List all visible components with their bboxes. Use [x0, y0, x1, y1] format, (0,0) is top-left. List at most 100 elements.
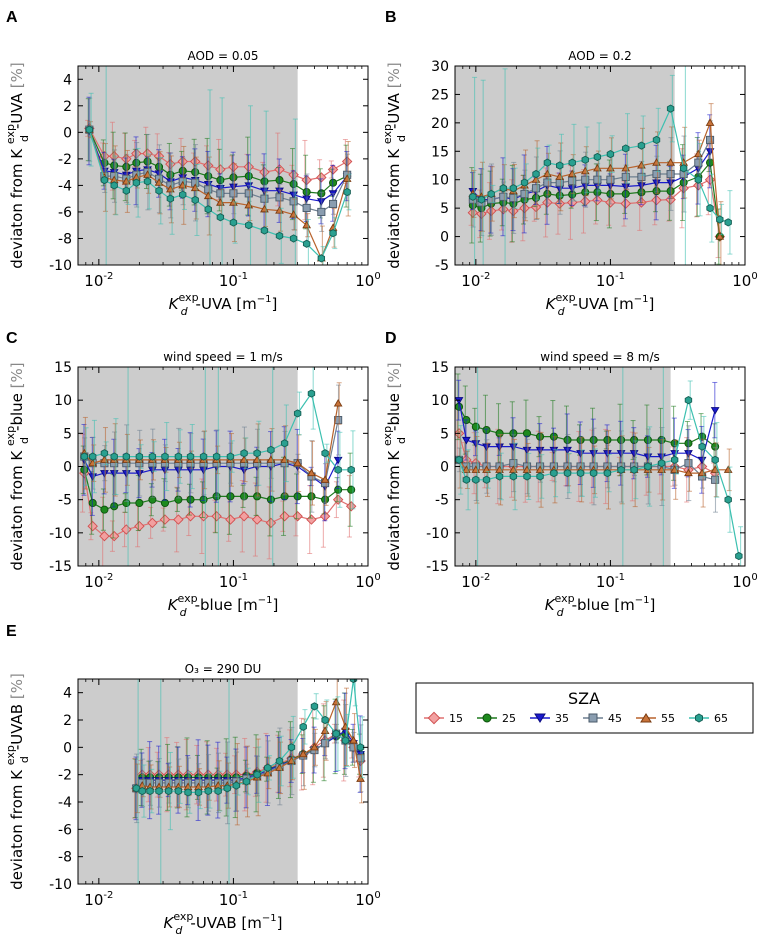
x-tick-label: 10-1 [219, 271, 248, 290]
data-point-hexagon [321, 449, 329, 458]
y-tick-label: -5 [435, 493, 449, 509]
data-point-triangle-up [715, 232, 725, 240]
x-axis-label: Kexp d -blue [m−1] [168, 592, 279, 619]
series-area [84, 66, 353, 265]
legend-label: 55 [661, 712, 675, 725]
data-point-hexagon [110, 452, 118, 461]
data-point-triangle-up [298, 749, 308, 758]
y-tick-label: -2 [58, 152, 72, 168]
data-point-hexagon [472, 475, 480, 484]
data-point-square [229, 189, 238, 198]
legend-title: SZA [568, 689, 600, 708]
data-point-hexagon [698, 442, 706, 451]
data-point-hexagon [155, 186, 163, 195]
x-axis-label: Kexp d -UVA [m−1] [169, 291, 278, 318]
data-point-square [621, 172, 630, 181]
y-tick-label: 10 [431, 393, 449, 409]
y-tick-label: 2 [63, 713, 72, 729]
data-point-circle [347, 485, 356, 494]
data-point-hexagon [100, 175, 109, 185]
data-point-hexagon [148, 452, 157, 461]
data-point-hexagon [334, 465, 342, 474]
y-tick-label: 0 [63, 460, 72, 476]
data-point-hexagon [581, 155, 589, 164]
data-point-hexagon [155, 786, 163, 796]
y-tick-label: 15 [431, 144, 449, 160]
data-point-hexagon [657, 459, 666, 468]
data-point-hexagon [204, 786, 212, 796]
data-point-hexagon [161, 452, 169, 461]
data-point-diamond [225, 514, 236, 525]
data-point-hexagon [637, 141, 646, 150]
data-point-hexagon [706, 204, 714, 213]
data-point-triangle-up [349, 736, 358, 744]
legend-label: 65 [714, 712, 728, 725]
data-point-hexagon [536, 472, 544, 481]
legend-label: 45 [608, 712, 622, 725]
data-point-hexagon [307, 389, 316, 398]
data-point-hexagon [174, 452, 183, 461]
series-area [79, 367, 357, 566]
series-65 [469, 66, 733, 265]
y-tick-label: -5 [435, 258, 449, 274]
data-point-square [317, 207, 326, 216]
data-point-hexagon [204, 205, 212, 214]
chart-title: O₃ = 290 DU [185, 662, 262, 676]
data-point-square [509, 193, 518, 202]
data-point-triangle-down [710, 407, 720, 415]
data-point-hexagon [245, 221, 253, 230]
data-point-hexagon [617, 465, 625, 474]
data-point-hexagon [487, 189, 495, 199]
data-point-circle [471, 422, 480, 431]
series-line [458, 459, 729, 474]
data-point-square [216, 189, 225, 198]
y-tick-label: 10 [54, 393, 72, 409]
legend-marker-diamond [427, 711, 441, 725]
data-point-hexagon [499, 184, 508, 193]
data-point-hexagon [186, 452, 195, 461]
data-point-hexagon [232, 781, 240, 790]
data-point-hexagon [85, 125, 94, 134]
series-45 [85, 97, 352, 243]
series-65 [85, 66, 352, 265]
data-point-hexagon [724, 218, 732, 227]
data-point-hexagon [223, 784, 231, 793]
data-point-hexagon [214, 786, 222, 796]
data-point-hexagon [302, 239, 311, 248]
data-point-hexagon [679, 164, 688, 173]
data-point-hexagon [212, 452, 221, 461]
data-point-square [349, 743, 358, 752]
chart-title: wind speed = 1 m/s [163, 350, 283, 364]
x-tick-label: 100 [732, 271, 757, 290]
y-tick-label: 15 [431, 360, 449, 376]
data-point-square [356, 754, 365, 763]
data-point-hexagon [310, 702, 319, 711]
data-point-triangle-up [310, 742, 319, 751]
data-point-hexagon [509, 184, 518, 193]
legend-marker-circle [482, 713, 492, 723]
panel-letter: D [385, 330, 397, 347]
panel-e: E O₃ = 290 DU 4 2 0 -2 -4 -6 -8 -10 10-2 10-1 100 Kex… [4, 623, 381, 937]
data-point-triangle-down [455, 397, 464, 405]
data-point-hexagon [264, 763, 272, 772]
data-point-hexagon [622, 144, 630, 153]
x-axis-label: Kexp d -UVA [m−1] [546, 291, 655, 318]
data-point-square [568, 176, 577, 185]
data-point-hexagon [644, 462, 652, 471]
data-point-hexagon [670, 455, 679, 464]
data-point-hexagon [482, 475, 491, 484]
y-tick-label: 15 [54, 360, 72, 376]
data-point-square [684, 459, 693, 468]
data-point-hexagon [735, 551, 743, 561]
axes-frame [77, 678, 369, 885]
x-tick-label: 10-2 [84, 890, 113, 909]
legend-label: 25 [502, 712, 516, 725]
data-point-hexagon [684, 396, 693, 405]
legend-frame [415, 682, 754, 734]
data-point-diamond [159, 514, 171, 525]
data-point-hexagon [343, 187, 351, 197]
series-line [84, 392, 352, 471]
data-point-hexagon [100, 449, 109, 458]
data-point-hexagon [275, 756, 284, 766]
